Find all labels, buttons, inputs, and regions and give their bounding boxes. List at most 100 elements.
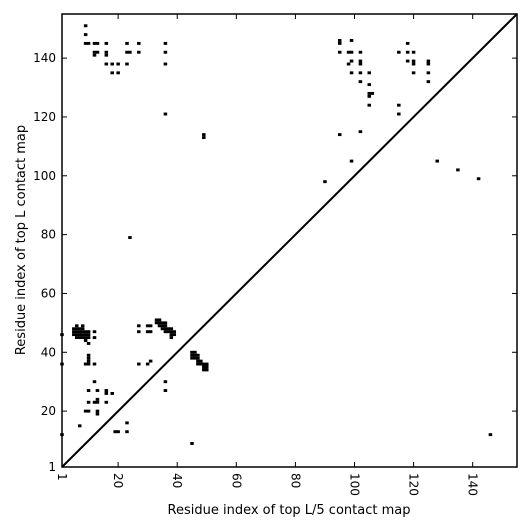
contact-cell-l bbox=[337, 133, 342, 137]
contact-cell-l5 bbox=[199, 362, 203, 366]
x-tick-label: 40 bbox=[170, 473, 184, 488]
contact-cell-l bbox=[92, 53, 97, 57]
contact-cell-l5 bbox=[205, 362, 209, 366]
contact-cell-l5 bbox=[190, 350, 194, 354]
contact-cell-l5 bbox=[80, 333, 85, 337]
contact-cell-l5 bbox=[145, 330, 150, 334]
contact-cell-l bbox=[358, 59, 363, 63]
contact-cell-l5 bbox=[110, 392, 114, 395]
contact-cell-l5 bbox=[137, 324, 141, 328]
contact-cell-l5 bbox=[157, 324, 162, 328]
contact-cell-l bbox=[349, 71, 354, 75]
contact-cell-l5 bbox=[163, 324, 168, 328]
contact-cell-l5 bbox=[86, 362, 91, 366]
contact-cell-l bbox=[137, 50, 141, 54]
contact-cell-l bbox=[83, 24, 88, 28]
x-tick-label: 20 bbox=[111, 473, 125, 488]
contact-cell-l5 bbox=[75, 327, 79, 331]
contact-cell-l5 bbox=[157, 321, 162, 325]
y-tick-label: 140 bbox=[33, 51, 56, 65]
contact-cell-l5 bbox=[92, 362, 97, 366]
contact-cell-l5 bbox=[77, 424, 82, 428]
contact-cell-l5 bbox=[193, 350, 197, 354]
contact-cell-l5 bbox=[77, 327, 82, 331]
contact-cell-l bbox=[116, 62, 120, 66]
contact-cell-l bbox=[411, 62, 416, 66]
contact-cell-l bbox=[128, 236, 132, 240]
contact-cell-l bbox=[370, 91, 374, 95]
contact-cell-l bbox=[405, 50, 410, 54]
contact-cell-l bbox=[349, 50, 354, 54]
contact-cell-l bbox=[346, 62, 351, 66]
contact-cell-l5 bbox=[172, 333, 177, 337]
contact-cell-l5 bbox=[75, 336, 79, 340]
x-tick-label: 140 bbox=[466, 473, 480, 496]
contact-cell-l5 bbox=[160, 321, 165, 325]
contact-cell-l bbox=[435, 159, 439, 163]
contact-cell-l5 bbox=[202, 362, 206, 366]
x-tick-label: 100 bbox=[348, 473, 362, 496]
contact-cell-l bbox=[411, 71, 416, 75]
y-tick-label: 80 bbox=[41, 228, 56, 242]
contact-cell-l bbox=[86, 41, 91, 45]
contact-cell-l5 bbox=[75, 324, 79, 328]
contact-cell-l bbox=[397, 112, 401, 116]
contact-cell-l5 bbox=[86, 341, 91, 345]
contact-cell-l5 bbox=[145, 362, 150, 366]
contact-cell-l5 bbox=[160, 324, 165, 328]
contact-cell-l bbox=[137, 41, 141, 45]
y-tick-label: 40 bbox=[41, 345, 56, 359]
contact-cell-l bbox=[83, 41, 88, 45]
contact-cell-l bbox=[337, 39, 342, 42]
contact-cell-l5 bbox=[125, 421, 129, 425]
contact-cell-l bbox=[110, 71, 114, 75]
contact-cell-l5 bbox=[95, 389, 100, 392]
contact-cell-l bbox=[346, 50, 351, 54]
contact-cell-l5 bbox=[137, 330, 141, 334]
contact-cell-l bbox=[476, 177, 481, 181]
plot-area bbox=[60, 13, 518, 468]
contact-cell-l bbox=[426, 59, 431, 63]
contact-cell-l5 bbox=[77, 336, 82, 340]
contact-cell-l bbox=[337, 50, 342, 54]
contact-cell-l bbox=[367, 91, 372, 95]
contact-cell-l5 bbox=[83, 339, 88, 342]
contact-cell-l5 bbox=[80, 336, 85, 340]
contact-cell-l bbox=[125, 62, 129, 66]
contact-cell-l5 bbox=[196, 362, 200, 366]
contact-cell-l5 bbox=[160, 327, 165, 331]
contact-cell-l5 bbox=[193, 353, 197, 357]
contact-cell-l bbox=[104, 41, 109, 45]
contact-cell-l bbox=[323, 180, 327, 184]
contact-cell-l5 bbox=[163, 330, 168, 334]
contact-cell-l bbox=[426, 62, 431, 66]
y-tick-label: 20 bbox=[41, 404, 56, 418]
y-tick-label: 120 bbox=[33, 110, 56, 124]
contact-cell-l5 bbox=[202, 368, 206, 372]
contact-cell-l5 bbox=[116, 430, 120, 434]
contact-cell-l5 bbox=[83, 409, 88, 413]
contact-cell-l bbox=[426, 71, 431, 75]
contact-cell-l5 bbox=[157, 318, 162, 322]
contact-cell-l5 bbox=[196, 359, 200, 363]
contact-cell-l bbox=[95, 50, 100, 54]
contact-cell-l5 bbox=[113, 430, 117, 434]
contact-cell-l5 bbox=[169, 333, 174, 337]
contact-cell-l bbox=[426, 80, 431, 84]
contact-cell-l bbox=[358, 71, 363, 75]
contact-cell-l5 bbox=[95, 409, 100, 413]
contact-cell-l5 bbox=[199, 359, 203, 363]
contact-cell-l5 bbox=[137, 362, 141, 366]
contact-cell-l5 bbox=[80, 327, 85, 331]
contact-cell-l bbox=[104, 50, 109, 54]
x-tick-label: 80 bbox=[288, 473, 302, 488]
contact-cell-l5 bbox=[190, 442, 194, 445]
contact-cell-l5 bbox=[196, 356, 200, 360]
contact-cell-l5 bbox=[190, 356, 194, 360]
contact-cell-l5 bbox=[80, 330, 85, 334]
contact-cell-l5 bbox=[86, 336, 91, 340]
contact-cell-l5 bbox=[205, 368, 209, 372]
plot-frame bbox=[61, 13, 518, 468]
contact-cell-l5 bbox=[86, 353, 91, 357]
x-axis-label: Residue index of top L/5 contact map bbox=[168, 503, 411, 518]
